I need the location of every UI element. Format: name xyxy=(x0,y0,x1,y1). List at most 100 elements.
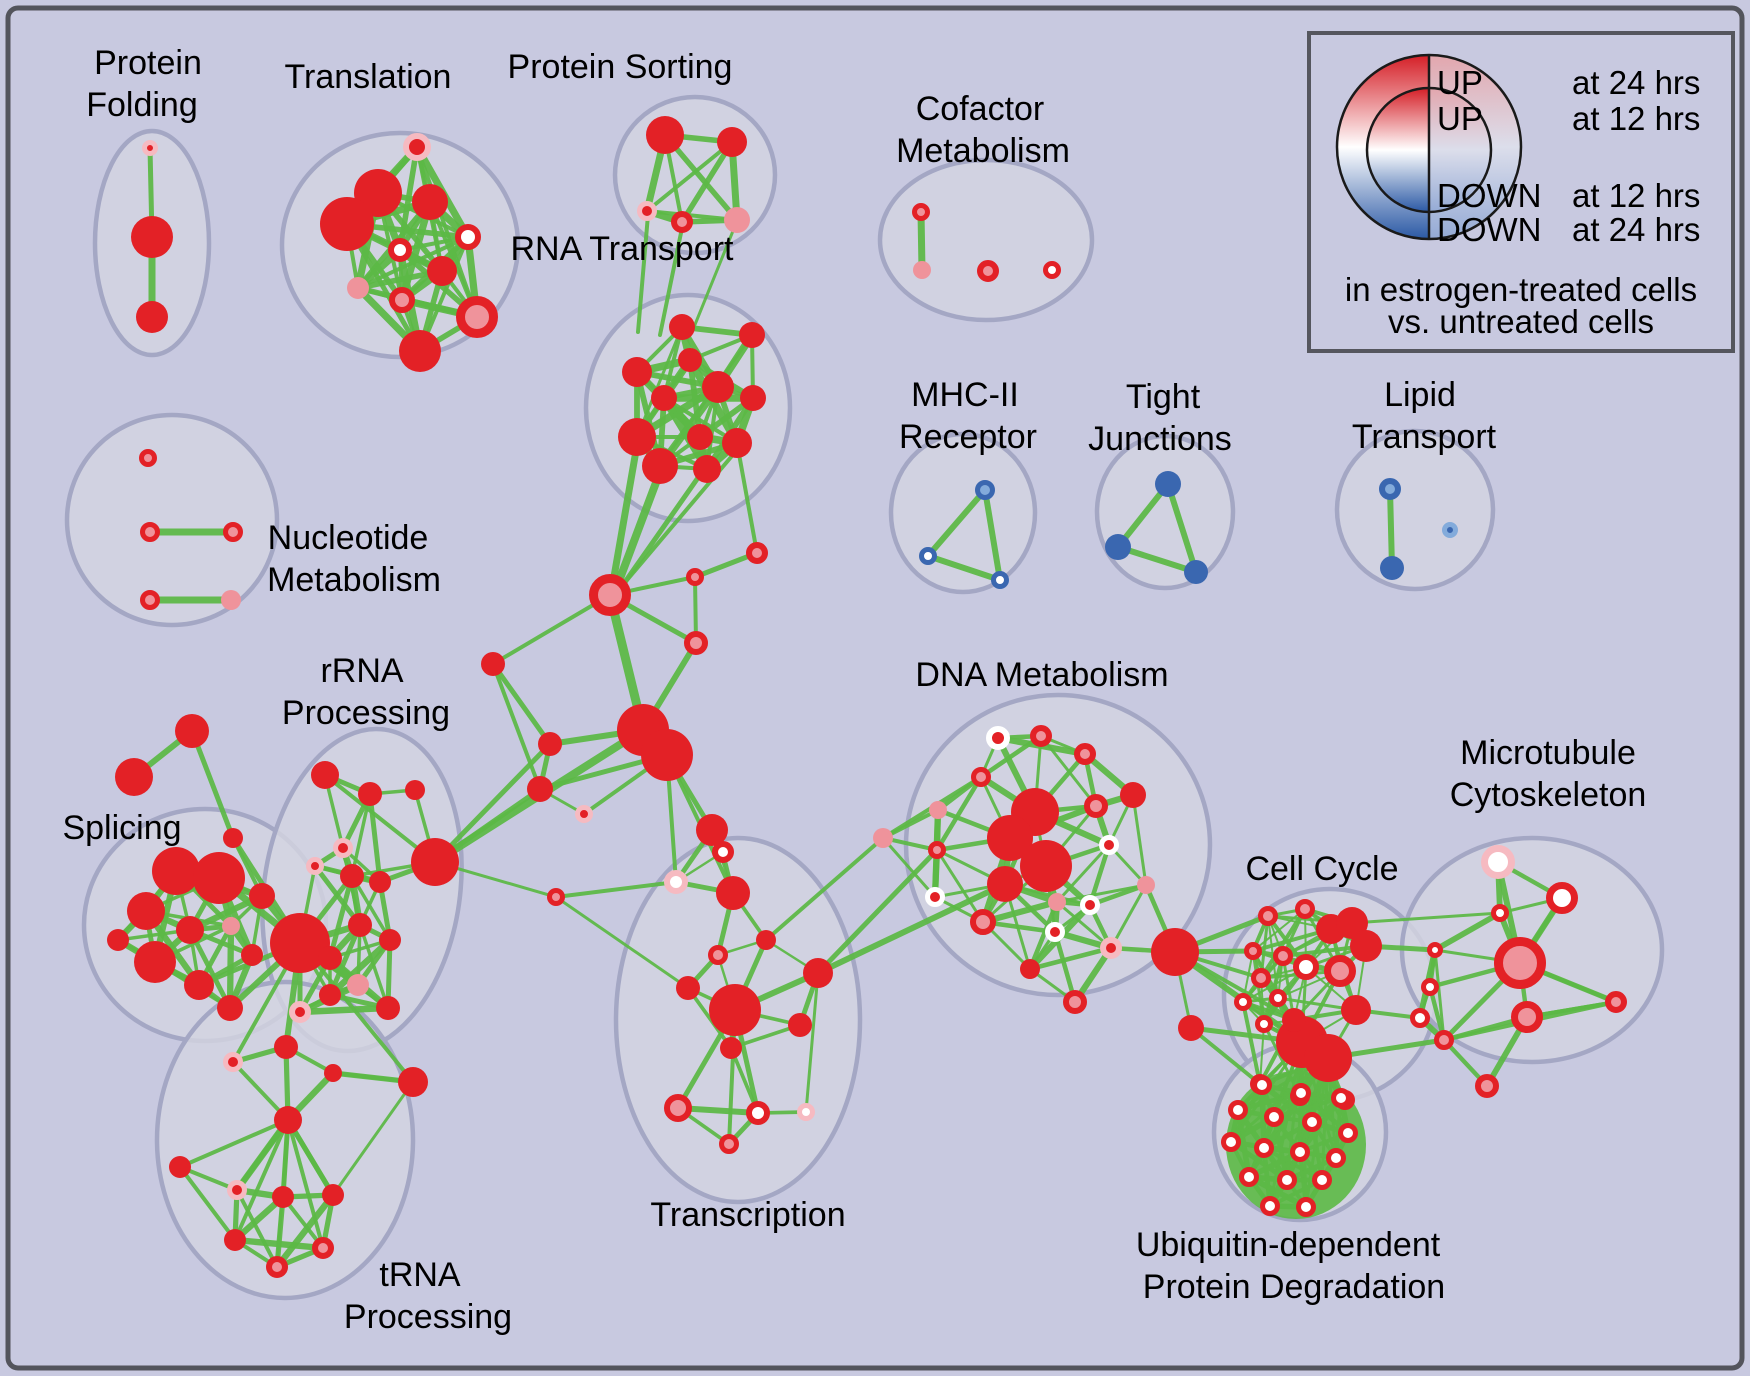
gene-node[interactable] xyxy=(1221,1132,1241,1152)
gene-node[interactable] xyxy=(306,857,324,875)
gene-node[interactable] xyxy=(131,216,173,258)
gene-node[interactable] xyxy=(389,287,415,313)
gene-node[interactable] xyxy=(637,201,657,221)
gene-node[interactable] xyxy=(140,590,160,610)
gene-node[interactable] xyxy=(684,631,708,655)
gene-node[interactable] xyxy=(1277,1170,1297,1190)
gene-node[interactable] xyxy=(311,761,339,789)
gene-node[interactable] xyxy=(720,1037,742,1059)
gene-node[interactable] xyxy=(115,758,153,796)
gene-node[interactable] xyxy=(547,888,565,906)
gene-node[interactable] xyxy=(1546,882,1578,914)
gene-node[interactable] xyxy=(1105,534,1131,560)
gene-node[interactable] xyxy=(1258,906,1278,926)
gene-node[interactable] xyxy=(746,1101,770,1125)
gene-node[interactable] xyxy=(1030,725,1052,747)
gene-node[interactable] xyxy=(702,371,734,403)
gene-node[interactable] xyxy=(1264,1107,1284,1127)
gene-node[interactable] xyxy=(1491,904,1509,922)
gene-node[interactable] xyxy=(319,984,341,1006)
gene-node[interactable] xyxy=(221,590,241,610)
gene-node[interactable] xyxy=(1442,522,1458,538)
gene-node[interactable] xyxy=(379,929,401,951)
gene-node[interactable] xyxy=(928,841,946,859)
gene-node[interactable] xyxy=(347,974,369,996)
gene-node[interactable] xyxy=(1100,937,1122,959)
gene-node[interactable] xyxy=(223,1052,243,1072)
gene-node[interactable] xyxy=(139,449,157,467)
gene-node[interactable] xyxy=(1228,1100,1248,1120)
gene-node[interactable] xyxy=(664,1094,692,1122)
gene-node[interactable] xyxy=(376,996,400,1020)
gene-node[interactable] xyxy=(456,296,498,338)
gene-node[interactable] xyxy=(274,1106,302,1134)
gene-node[interactable] xyxy=(693,455,721,483)
gene-node[interactable] xyxy=(348,913,372,937)
gene-node[interactable] xyxy=(405,780,425,800)
gene-node[interactable] xyxy=(217,995,243,1021)
gene-node[interactable] xyxy=(925,887,945,907)
gene-node[interactable] xyxy=(175,714,209,748)
gene-node[interactable] xyxy=(678,348,702,372)
gene-node[interactable] xyxy=(411,838,459,886)
gene-node[interactable] xyxy=(1312,1170,1332,1190)
gene-node[interactable] xyxy=(1291,1083,1311,1103)
gene-node[interactable] xyxy=(399,330,441,372)
gene-node[interactable] xyxy=(676,976,700,1000)
gene-node[interactable] xyxy=(641,729,693,781)
gene-node[interactable] xyxy=(1481,845,1515,879)
gene-node[interactable] xyxy=(538,732,562,756)
gene-node[interactable] xyxy=(1304,1034,1352,1082)
gene-node[interactable] xyxy=(709,984,761,1036)
gene-node[interactable] xyxy=(270,913,330,973)
gene-node[interactable] xyxy=(136,301,168,333)
gene-node[interactable] xyxy=(184,970,214,1000)
gene-node[interactable] xyxy=(222,917,240,935)
gene-node[interactable] xyxy=(975,480,995,500)
gene-node[interactable] xyxy=(403,133,431,161)
gene-node[interactable] xyxy=(929,801,947,819)
gene-node[interactable] xyxy=(970,909,996,935)
gene-node[interactable] xyxy=(266,1256,288,1278)
gene-node[interactable] xyxy=(1350,930,1382,962)
gene-node[interactable] xyxy=(1234,993,1252,1011)
gene-node[interactable] xyxy=(746,542,768,564)
gene-node[interactable] xyxy=(797,1103,815,1121)
gene-node[interactable] xyxy=(140,522,160,542)
gene-node[interactable] xyxy=(224,1229,246,1251)
gene-node[interactable] xyxy=(1379,478,1401,500)
gene-node[interactable] xyxy=(388,238,412,262)
gene-node[interactable] xyxy=(347,277,369,299)
gene-node[interactable] xyxy=(427,256,457,286)
gene-node[interactable] xyxy=(358,782,382,806)
gene-node[interactable] xyxy=(724,207,750,233)
gene-node[interactable] xyxy=(1244,942,1262,960)
gene-node[interactable] xyxy=(398,1067,428,1097)
gene-node[interactable] xyxy=(1511,1001,1543,1033)
gene-node[interactable] xyxy=(142,140,158,156)
gene-node[interactable] xyxy=(333,838,353,858)
gene-node[interactable] xyxy=(589,574,631,616)
gene-node[interactable] xyxy=(227,1180,247,1200)
gene-node[interactable] xyxy=(312,1237,334,1259)
gene-node[interactable] xyxy=(481,652,505,676)
gene-node[interactable] xyxy=(1020,840,1072,892)
gene-node[interactable] xyxy=(696,814,728,846)
gene-node[interactable] xyxy=(318,946,342,970)
gene-node[interactable] xyxy=(1084,794,1108,818)
gene-node[interactable] xyxy=(740,385,766,411)
gene-node[interactable] xyxy=(1605,991,1627,1013)
gene-node[interactable] xyxy=(971,767,991,787)
gene-node[interactable] xyxy=(913,261,931,279)
gene-node[interactable] xyxy=(1269,989,1287,1007)
gene-node[interactable] xyxy=(716,876,750,910)
gene-node[interactable] xyxy=(1410,1008,1430,1028)
gene-node[interactable] xyxy=(324,1064,342,1082)
gene-node[interactable] xyxy=(1421,978,1439,996)
gene-node[interactable] xyxy=(223,522,243,542)
gene-node[interactable] xyxy=(1048,893,1066,911)
gene-node[interactable] xyxy=(1427,942,1443,958)
gene-node[interactable] xyxy=(686,568,704,586)
gene-node[interactable] xyxy=(671,211,693,233)
gene-node[interactable] xyxy=(873,828,893,848)
